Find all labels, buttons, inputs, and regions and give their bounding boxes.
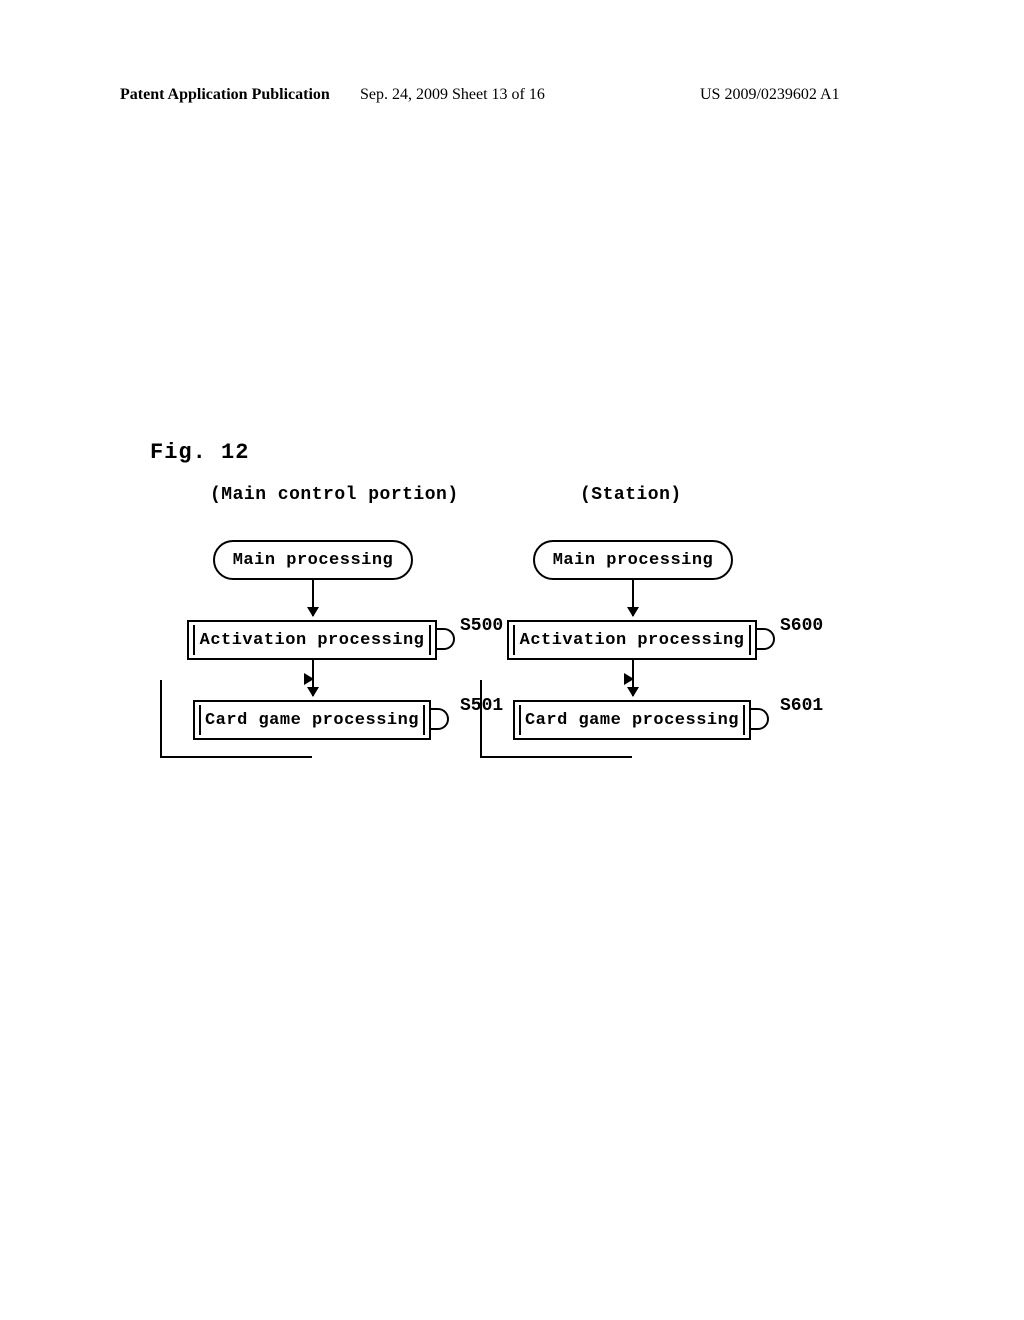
loop-back-arrow-icon (480, 680, 632, 758)
arrow-icon (632, 580, 634, 616)
connector-hook-icon (431, 708, 449, 730)
step-reference-s500: S500 (460, 616, 503, 636)
step-reference-s600: S600 (780, 616, 823, 636)
connector-hook-icon (757, 628, 775, 650)
column-header-station: (Station) (580, 485, 682, 505)
header-doc-number: US 2009/0239602 A1 (700, 86, 840, 104)
connector-hook-icon (437, 628, 455, 650)
connector-hook-icon (751, 708, 769, 730)
step-reference-s601: S601 (780, 696, 823, 716)
start-node-main-processing: Main processing (213, 540, 413, 580)
header-date-sheet: Sep. 24, 2009 Sheet 13 of 16 (360, 86, 545, 104)
arrow-icon (312, 580, 314, 616)
start-node-main-processing: Main processing (533, 540, 733, 580)
header-publication: Patent Application Publication (120, 86, 330, 104)
loop-back-arrow-icon (160, 680, 312, 758)
column-header-main-control: (Main control portion) (210, 485, 459, 505)
figure-label: Fig. 12 (150, 440, 249, 465)
process-node-activation: Activation processing (507, 620, 757, 660)
process-node-activation: Activation processing (187, 620, 437, 660)
